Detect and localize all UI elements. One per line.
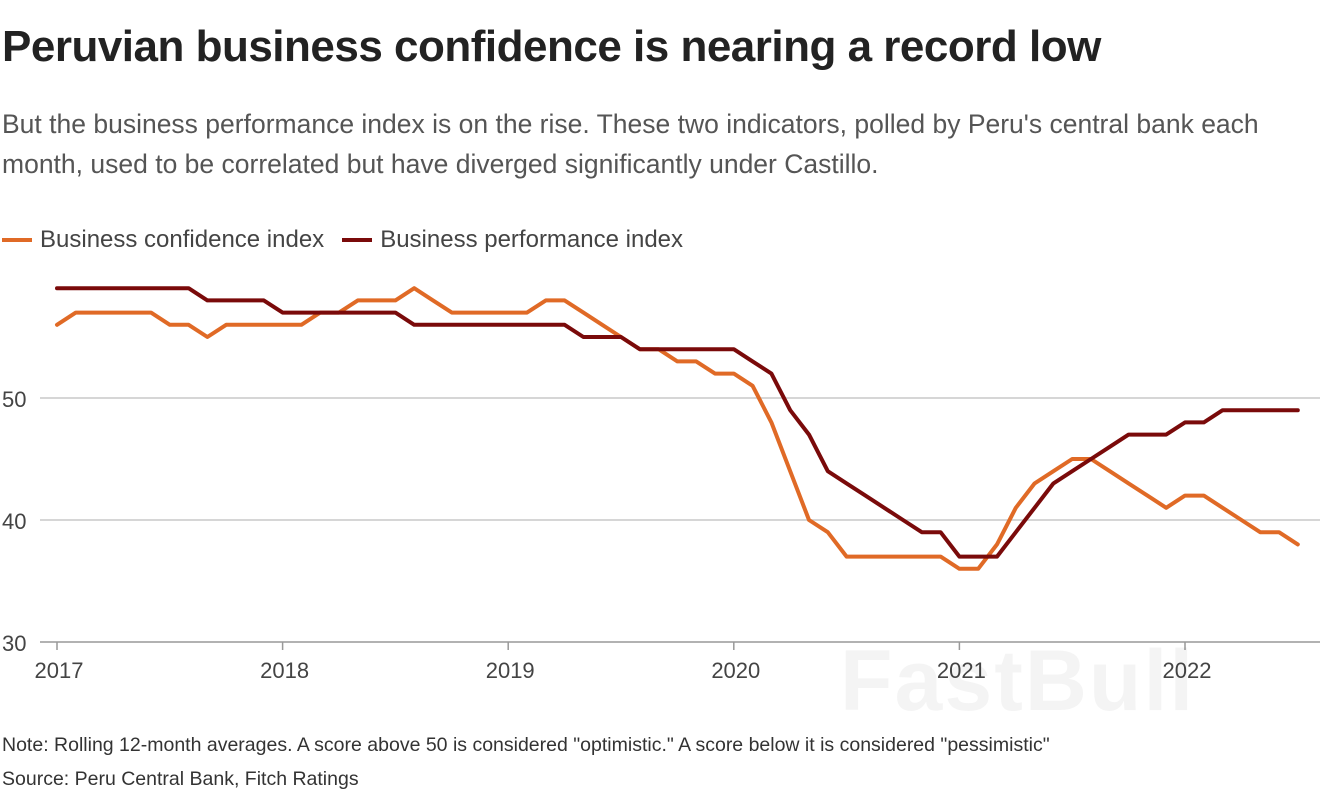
legend-swatch-performance — [342, 238, 373, 242]
y-tick-label: 50 — [2, 387, 26, 412]
legend-item-confidence: Business confidence index — [2, 226, 324, 254]
series-line-confidence — [55, 286, 1300, 571]
x-tick-label: 2018 — [260, 658, 309, 683]
legend-label-performance: Business performance index — [380, 226, 684, 253]
chart-note: Note: Rolling 12-month averages. A score… — [2, 734, 1050, 756]
x-tick-label: 2020 — [711, 658, 760, 683]
series-line-performance — [55, 286, 1300, 559]
x-tick-label: 2017 — [35, 658, 84, 683]
legend-label-confidence: Business confidence index — [40, 226, 325, 253]
y-tick-label: 30 — [2, 631, 26, 656]
x-tick-label: 2022 — [1163, 658, 1212, 683]
legend-swatch-confidence — [2, 238, 32, 242]
chart-source: Source: Peru Central Bank, Fitch Ratings — [2, 768, 359, 790]
legend-item-performance: Business performance index — [342, 226, 683, 254]
x-tick-label: 2019 — [486, 658, 535, 683]
legend: Business confidence index Business perfo… — [2, 226, 683, 254]
chart-subtitle: But the business performance index is on… — [2, 109, 1259, 179]
chart-title: Peruvian business confidence is nearing … — [2, 22, 1101, 71]
y-tick-label: 40 — [2, 509, 26, 534]
line-chart: 30 40 50 2017 2018 2019 2020 2021 2022 — [2, 286, 1320, 683]
x-tick-label: 2021 — [937, 658, 986, 683]
watermark: FastBull — [840, 632, 1195, 731]
